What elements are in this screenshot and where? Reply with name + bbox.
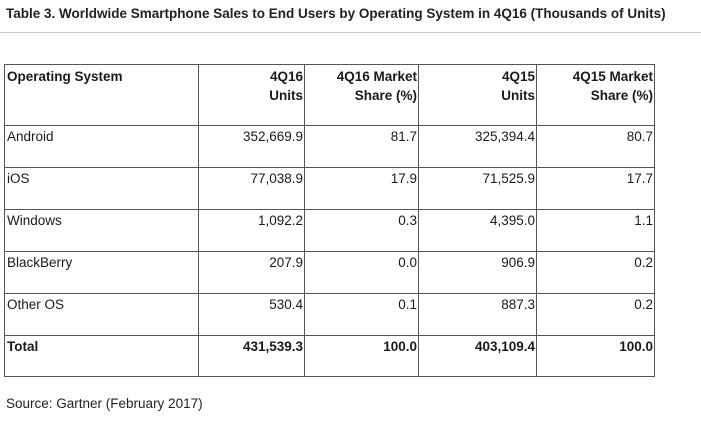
os-name-cell: Other OS [4, 293, 199, 336]
4q16-units-cell: 1,092.2 [198, 209, 305, 252]
header-line: 4Q16 Market [336, 69, 417, 84]
4q15-units-cell: 887.3 [418, 293, 537, 336]
header-line: Share (%) [354, 88, 417, 103]
4q16-units-cell: 77,038.9 [198, 167, 305, 210]
4q15-share-cell: 0.2 [536, 293, 655, 336]
header-line: Operating System [7, 69, 123, 84]
smartphone-sales-table: Operating System 4Q16 Units 4Q16 Market … [4, 64, 655, 377]
total-4q16-units-cell: 431,539.3 [198, 335, 305, 377]
4q16-units-cell: 207.9 [198, 251, 305, 294]
4q15-share-cell: 17.7 [536, 167, 655, 210]
table-row: Android 352,669.9 81.7 325,394.4 80.7 [4, 125, 655, 168]
4q15-units-cell: 71,525.9 [418, 167, 537, 210]
table-row: iOS 77,038.9 17.9 71,525.9 17.7 [4, 167, 655, 210]
4q15-share-cell: 1.1 [536, 209, 655, 252]
4q15-share-cell: 0.2 [536, 251, 655, 294]
title-divider [0, 32, 701, 33]
table-total-row: Total 431,539.3 100.0 403,109.4 100.0 [4, 335, 655, 377]
column-header-4q16-units: 4Q16 Units [198, 64, 305, 126]
4q16-share-cell: 17.9 [304, 167, 419, 210]
column-header-4q16-market-share: 4Q16 Market Share (%) [304, 64, 419, 126]
table-header-row: Operating System 4Q16 Units 4Q16 Market … [4, 64, 655, 126]
4q16-units-cell: 352,669.9 [198, 125, 305, 168]
column-header-4q15-market-share: 4Q15 Market Share (%) [536, 64, 655, 126]
4q15-units-cell: 906.9 [418, 251, 537, 294]
table-row: Windows 1,092.2 0.3 4,395.0 1.1 [4, 209, 655, 252]
header-line: Units [269, 88, 303, 103]
os-name-cell: iOS [4, 167, 199, 210]
4q16-share-cell: 81.7 [304, 125, 419, 168]
4q16-units-cell: 530.4 [198, 293, 305, 336]
4q16-share-cell: 0.0 [304, 251, 419, 294]
os-name-cell: BlackBerry [4, 251, 199, 294]
header-line: Share (%) [590, 88, 653, 103]
4q16-share-cell: 0.3 [304, 209, 419, 252]
4q15-share-cell: 80.7 [536, 125, 655, 168]
header-line: Units [501, 88, 535, 103]
source-note: Source: Gartner (February 2017) [6, 396, 203, 411]
table-row: BlackBerry 207.9 0.0 906.9 0.2 [4, 251, 655, 294]
4q15-units-cell: 325,394.4 [418, 125, 537, 168]
total-label-cell: Total [4, 335, 199, 377]
total-4q16-share-cell: 100.0 [304, 335, 419, 377]
total-4q15-units-cell: 403,109.4 [418, 335, 537, 377]
header-line: 4Q15 [501, 69, 535, 84]
table-row: Other OS 530.4 0.1 887.3 0.2 [4, 293, 655, 336]
4q15-units-cell: 4,395.0 [418, 209, 537, 252]
header-line: 4Q15 Market [572, 69, 653, 84]
column-header-operating-system: Operating System [4, 64, 199, 126]
os-name-cell: Android [4, 125, 199, 168]
4q16-share-cell: 0.1 [304, 293, 419, 336]
os-name-cell: Windows [4, 209, 199, 252]
total-4q15-share-cell: 100.0 [536, 335, 655, 377]
column-header-4q15-units: 4Q15 Units [418, 64, 537, 126]
table-title: Table 3. Worldwide Smartphone Sales to E… [6, 6, 666, 21]
header-line: 4Q16 [269, 69, 303, 84]
